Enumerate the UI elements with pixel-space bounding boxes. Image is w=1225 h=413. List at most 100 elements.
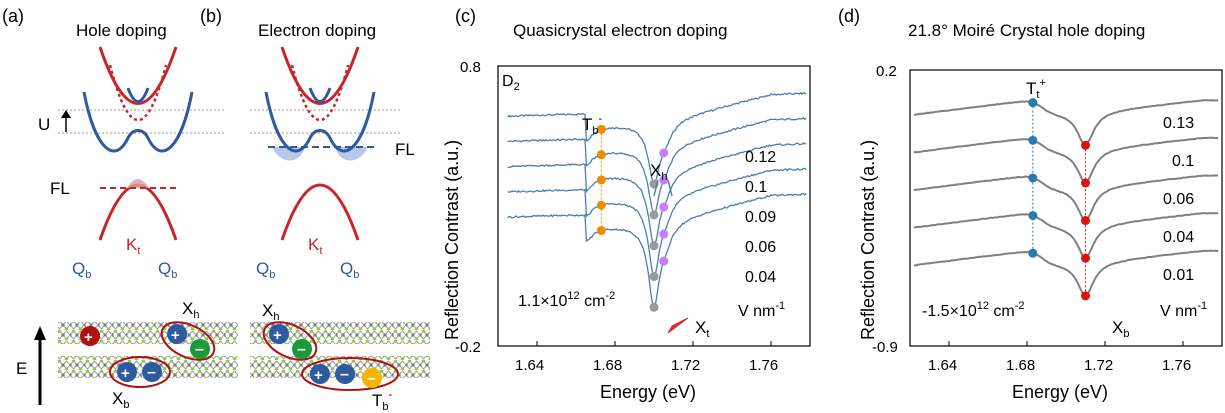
red-valence-band-b [280,183,360,241]
annot-xh-c: Xh [650,161,667,183]
tt-marker-d-4 [1028,248,1038,258]
xh-arrow-c-1 [653,179,659,197]
panel-a-tag: (a) [2,6,24,26]
traces-d [913,99,1219,346]
red-dotted-band [108,64,168,122]
e-field-arrow-head [34,326,46,340]
xt-marker-c-2 [649,241,659,251]
svg-text:+: + [121,365,130,382]
lattice-top-b [250,322,430,344]
xlabel-c: Energy (eV) [600,382,696,402]
label-qb-a-right: Qb [158,259,177,281]
ytick-d-bottom: -0.9 [872,339,898,356]
xt-marker-c-1 [649,210,659,220]
panel-d-tag: (d) [838,6,860,26]
red-upper-band [98,46,178,105]
xh-marker-c-1 [659,175,669,185]
svg-text:+: + [84,329,93,346]
xtick-d-4: 1.76 [1162,357,1191,374]
xtick-c-4: 1.76 [749,357,778,374]
series-label-d-3: 0.04 [1163,229,1194,246]
xb-marker-d-4 [1081,291,1090,301]
xh-marker-c-2 [659,202,669,212]
xlabel-d: Energy (eV) [1012,382,1108,402]
markers-d [1028,98,1090,301]
panel-c: (c) Quasicrystal electron doping D2 0.8 … [442,6,811,402]
blue-w-band-b [264,91,376,153]
series-label-c-4: 0.04 [745,269,776,286]
label-fl-b: FL [395,140,415,159]
markers-c [596,124,669,312]
density-label-d: -1.5×1012 cm-2 [922,300,1025,320]
hole-pocket [127,179,149,188]
svg-text:+: + [171,327,180,344]
xh-marker-c-3 [659,229,669,239]
svg-text:–: – [297,341,306,358]
label-xh-b: Xh [262,301,279,323]
series-line-c-0 [507,91,807,185]
series-label-d-2: 0.06 [1163,191,1194,208]
series-line-c-3 [507,167,807,279]
svg-text:–: – [195,341,204,358]
label-tb-b: Tb- [372,389,393,413]
series-label-c-3: 0.06 [745,239,776,256]
exciton-xh-ellipse-a [160,321,216,361]
unit-label-d: V nm-1 [1160,300,1207,320]
annot-tt-d: Tt+ [1026,77,1046,101]
series-label-c-2: 0.09 [745,209,776,226]
series-line-d-1 [913,136,1219,184]
ytick-d-top: 0.2 [876,63,897,80]
blue-w-band [82,91,194,153]
xh-hole-a [167,324,187,344]
series-label-d-4: 0.01 [1163,267,1194,284]
xtick-c-3: 1.72 [671,357,700,374]
label-kt-a: Kt [126,235,140,257]
series-line-c-4 [507,193,807,309]
ylabel-c: Reflection Contrast (a.u.) [442,140,462,340]
panel-c-tag: (c) [455,6,476,26]
traces-c [507,91,807,346]
tb-marker-c-2 [596,175,606,185]
svg-text:+: + [273,327,282,344]
hole-particle-free [80,326,100,346]
xtick-c-2: 1.68 [593,357,622,374]
red-upper-band-b [280,46,360,105]
series-label-c-0: 0.12 [745,149,776,166]
series-line-d-4 [913,249,1219,297]
density-label-c: 1.1×1012 cm-2 [518,290,615,310]
panel-d-title: 21.8° Moiré Crystal hole doping [908,21,1145,40]
xh-marker-c-0 [659,148,669,158]
plot-frame-c [497,65,811,347]
ytick-c-top: 0.8 [460,59,481,76]
xt-arrow-c [667,317,689,334]
label-xb-a: Xb [112,389,129,411]
tt-marker-d-2 [1028,173,1038,183]
xtick-d-3: 1.72 [1084,357,1113,374]
red-valence-band [98,183,178,241]
label-qb-b-right: Qb [340,259,359,281]
series-line-c-1 [507,117,807,218]
ylabel-d: Reflection Contrast (a.u.) [858,140,878,340]
annot-tb-c: Tb- [582,113,603,137]
label-fl-a: FL [50,179,70,198]
series-line-c-2 [507,142,807,248]
series-line-d-3 [913,212,1219,260]
panel-c-title: Quasicrystal electron doping [513,21,728,40]
exciton-xb-ellipse-a [109,356,171,388]
svg-text:+: + [314,367,323,384]
series-label-c-1: 0.1 [745,179,767,196]
label-xh-a: Xh [182,299,199,321]
svg-text:–: – [340,366,349,383]
ytick-c-bottom: -0.2 [455,339,481,356]
tb-marker-c-3 [596,200,606,210]
trion-ellipse-b [301,357,399,391]
xh-marker-c-4 [659,256,669,266]
corner-label-c: D2 [502,73,520,93]
label-qb-a-left: Qb [72,259,91,281]
xb-hole-a [117,362,137,382]
blue-inner-band [126,87,150,103]
panel-b: (b) Electron doping FL Kt Qb Qb + – Xh +… [200,6,430,413]
annot-xt-c: Xt [695,318,709,340]
label-e: E [16,359,27,378]
xh-arrow-c-2 [667,179,673,197]
